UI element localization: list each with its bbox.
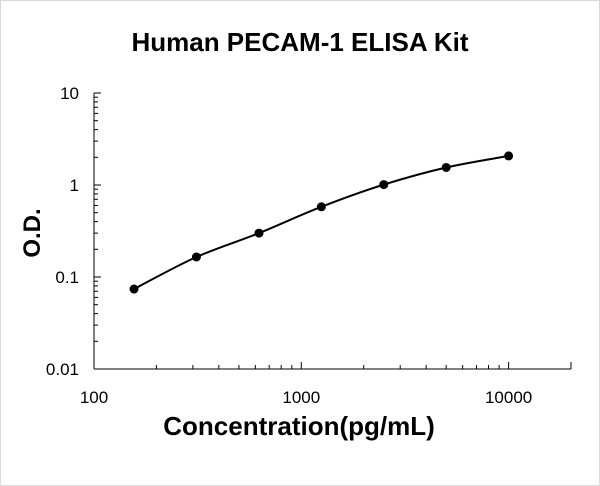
y-axis-label: O.D. [19,208,46,258]
y-tick-label: 10 [60,84,79,103]
data-point [504,151,514,161]
y-tick-label: 0.1 [55,268,79,287]
x-tick-label: 10000 [485,388,532,407]
data-point [254,228,264,238]
y-tick-label: 0.01 [46,360,79,379]
data-point [379,180,389,190]
axes [93,93,571,370]
ticks [93,92,572,370]
x-tick-label: 1000 [282,388,320,407]
data-points [129,151,514,294]
y-tick-label: 1 [70,176,79,195]
chart-title: Human PECAM-1 ELISA Kit [131,27,469,57]
x-axis-label: Concentration(pg/mL) [163,411,435,441]
fit-curve [133,154,509,290]
data-point [316,202,326,212]
data-point [441,162,451,172]
x-tick-label: 100 [80,388,108,407]
data-point [191,252,201,262]
tick-labels: 0.01 0.1 1 10 100 1000 10000 [46,84,532,407]
data-point [129,284,139,294]
